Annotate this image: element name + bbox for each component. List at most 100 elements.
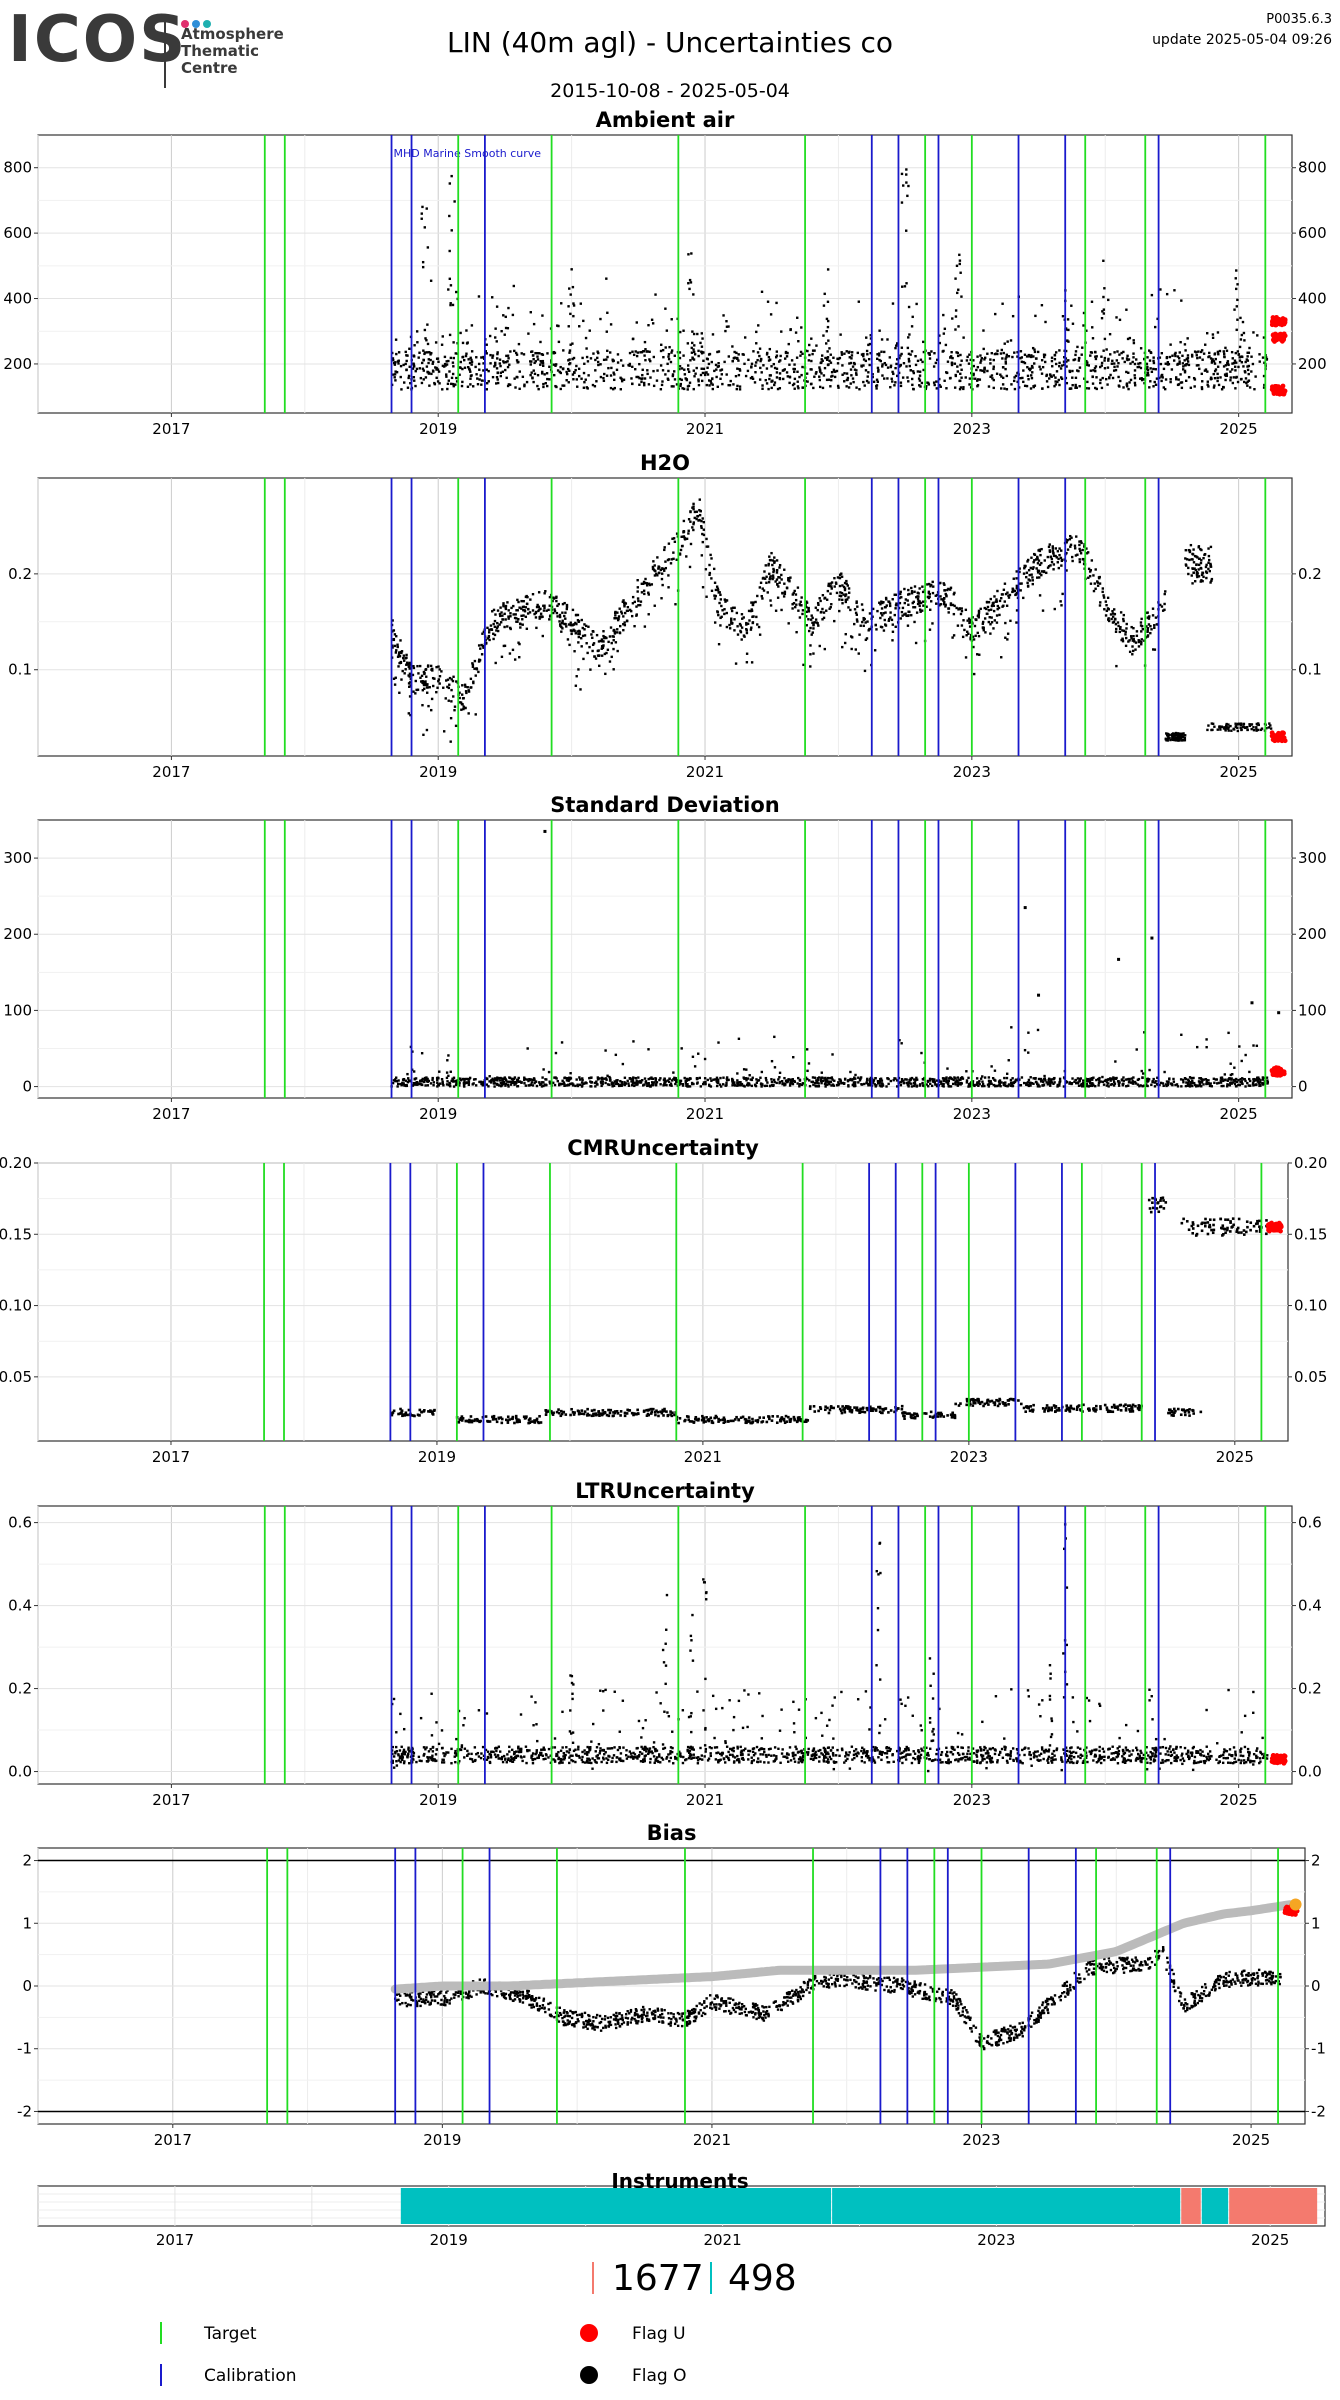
data-point — [756, 623, 759, 626]
data-point — [406, 663, 410, 666]
data-point — [787, 622, 790, 625]
data-point — [759, 359, 762, 363]
data-point — [620, 377, 623, 381]
data-point — [616, 1082, 620, 1086]
data-point — [1118, 318, 1122, 322]
data-point — [709, 553, 712, 557]
data-point — [735, 351, 738, 355]
data-point — [446, 1059, 449, 1062]
data-point — [506, 601, 509, 604]
data-point — [825, 317, 829, 321]
data-point — [833, 375, 837, 379]
data-point — [875, 378, 879, 381]
data-point — [916, 591, 919, 594]
data-point — [1074, 386, 1077, 389]
data-point — [438, 382, 441, 385]
data-point — [1175, 739, 1178, 742]
data-point — [436, 357, 440, 360]
data-point — [905, 282, 908, 285]
data-point — [1239, 378, 1243, 381]
data-point — [1239, 316, 1242, 320]
data-point — [1100, 355, 1103, 358]
data-point — [1091, 1084, 1094, 1088]
data-point — [1166, 363, 1170, 366]
data-point — [713, 369, 716, 373]
data-point — [987, 1085, 991, 1088]
data-point — [1200, 372, 1203, 376]
data-point — [445, 373, 448, 376]
data-point — [886, 338, 889, 341]
data-point — [918, 587, 921, 590]
data-point — [1059, 376, 1063, 379]
data-point — [1192, 548, 1195, 551]
data-point — [1210, 722, 1214, 725]
data-point — [918, 384, 921, 387]
data-point — [975, 368, 978, 372]
data-point — [968, 377, 972, 380]
data-point — [475, 356, 478, 359]
data-point — [825, 598, 829, 601]
data-point — [1173, 738, 1176, 742]
data-point — [979, 354, 982, 357]
data-point — [576, 1084, 580, 1088]
data-point — [894, 593, 898, 596]
data-point — [664, 346, 667, 349]
data-point — [459, 366, 462, 370]
data-point — [433, 382, 437, 386]
data-point — [412, 1070, 416, 1073]
data-point — [1254, 375, 1257, 378]
data-point — [610, 366, 613, 370]
data-point — [604, 1081, 607, 1085]
data-points — [390, 168, 1269, 391]
data-point — [680, 535, 683, 539]
data-point — [1065, 541, 1068, 544]
data-point — [1117, 1082, 1121, 1085]
data-point — [400, 388, 403, 391]
data-point — [602, 644, 605, 647]
data-point — [855, 618, 859, 621]
data-point — [810, 337, 813, 340]
y-tick-label-right: 200 — [1298, 355, 1327, 373]
data-point — [517, 600, 520, 604]
data-point — [1071, 322, 1075, 325]
data-point — [1110, 1077, 1113, 1080]
data-point — [913, 585, 917, 588]
data-point — [922, 604, 925, 607]
data-point — [640, 582, 644, 586]
data-point — [1005, 604, 1009, 607]
data-point — [475, 667, 478, 670]
data-point — [926, 583, 929, 586]
data-point — [883, 606, 887, 609]
data-point — [552, 352, 556, 355]
data-point — [583, 628, 586, 631]
data-point — [901, 614, 904, 617]
data-point — [640, 377, 643, 381]
data-point — [1026, 585, 1030, 588]
data-point — [750, 608, 753, 611]
data-point — [396, 655, 400, 658]
data-point — [953, 362, 957, 365]
data-point — [1012, 577, 1015, 580]
data-point — [632, 353, 636, 357]
data-point — [1094, 355, 1097, 358]
data-point — [418, 664, 422, 668]
data-point — [642, 350, 646, 353]
data-point — [599, 363, 602, 366]
data-point — [1016, 351, 1019, 354]
data-point — [840, 353, 844, 356]
data-point — [1117, 1084, 1121, 1087]
data-point — [601, 1080, 605, 1083]
data-point — [394, 1079, 397, 1083]
data-point — [576, 613, 580, 617]
data-point — [697, 378, 700, 381]
data-point — [761, 384, 764, 387]
data-point — [480, 643, 483, 647]
data-point — [495, 626, 499, 630]
data-point — [760, 371, 763, 374]
data-point — [455, 376, 458, 380]
data-point — [1111, 359, 1114, 363]
data-point — [961, 635, 965, 639]
data-point — [1126, 1078, 1129, 1081]
data-point — [745, 627, 748, 631]
data-point — [1101, 1080, 1105, 1084]
